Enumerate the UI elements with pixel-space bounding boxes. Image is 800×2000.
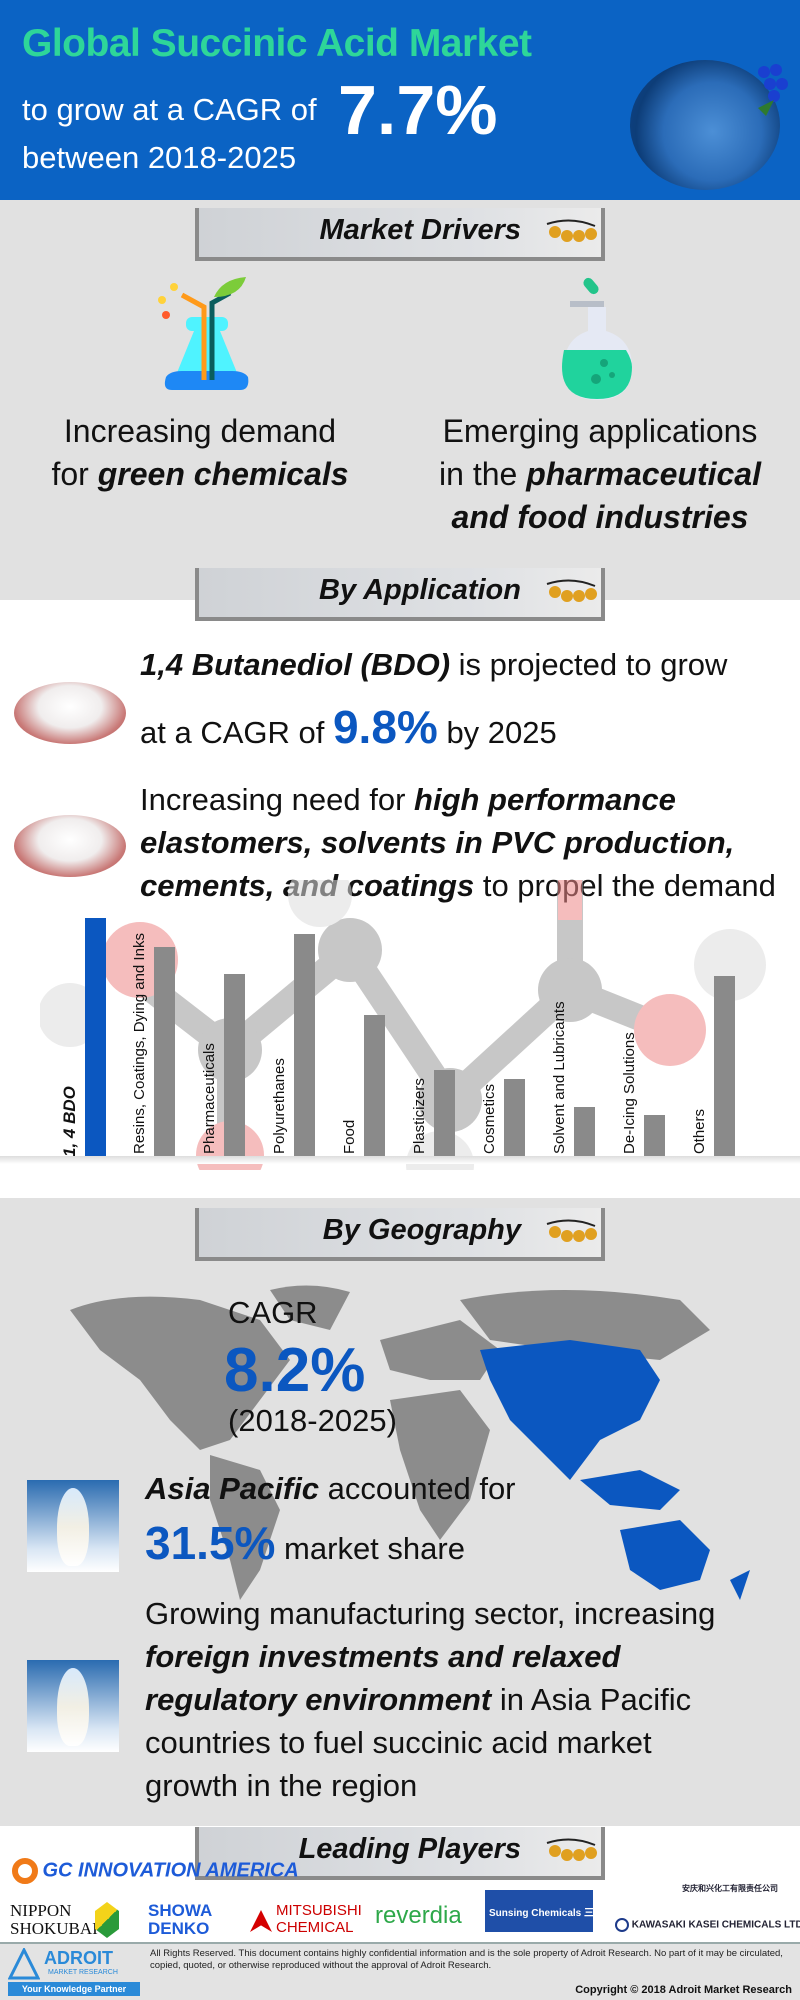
- logo-mitsubishi-chemical: MITSUBISHI CHEMICAL: [276, 1902, 362, 1936]
- geography-banner: By Geography: [195, 1208, 605, 1261]
- logo-reverdia: reverdia: [375, 1902, 462, 1929]
- footer: ADROIT MARKET RESEARCH Your Knowledge Pa…: [0, 1942, 800, 2000]
- geography-heading: By Geography: [322, 1214, 521, 1246]
- driver-text: Emerging applications: [442, 413, 758, 449]
- asia-pacific-growth-text: Growing manufacturing sector, increasing…: [145, 1596, 716, 1803]
- bar-label: Polyurethanes: [271, 1058, 288, 1154]
- application-bar-chart: 1, 4 BDO Resins, Coatings, Dying and Ink…: [0, 900, 800, 1157]
- header-banner: Global Succinic Acid Market to grow at a…: [0, 0, 800, 200]
- bar-de-icing: [644, 1115, 665, 1156]
- bdo-cagr-value: 9.8%: [332, 701, 438, 753]
- asia-pacific-share-text: Asia Pacific accounted for 31.5% market …: [145, 1471, 516, 1569]
- powder-vial-image: [27, 1660, 119, 1752]
- driver-item-pharma-food: Emerging applications in the pharmaceuti…: [420, 410, 780, 539]
- logo-kawasaki-kasei: KAWASAKI KASEI CHEMICALS LTD.: [615, 1918, 800, 1932]
- drivers-heading: Market Drivers: [319, 214, 522, 246]
- driver-item-green-chemicals: Increasing demand for green chemicals: [20, 410, 380, 496]
- mitsubishi-diamonds-icon: [250, 1910, 272, 1932]
- driver-text: and food industries: [451, 499, 749, 535]
- amber-beads-icon: [546, 1219, 597, 1242]
- driver-text: for green chemicals: [51, 456, 349, 492]
- powder-bowl-image: [630, 60, 780, 190]
- application-banner: By Application: [195, 568, 605, 621]
- bar-cosmetics: [504, 1079, 525, 1156]
- players-banner: Leading Players: [195, 1827, 605, 1880]
- adroit-logo: ADROIT MARKET RESEARCH Your Knowledge Pa…: [8, 1948, 140, 1998]
- bar-pharmaceuticals: [224, 974, 245, 1156]
- green-chemistry-flask-icon: [158, 277, 249, 390]
- powder-vial-image: [27, 1480, 119, 1572]
- powder-dish-image: [14, 682, 126, 744]
- logo-nippon-shokubai: NIPPON SHOKUBAI: [10, 1901, 98, 1938]
- chart-baseline: [0, 1156, 800, 1164]
- bar-resins: [154, 947, 175, 1156]
- tagline: Your Knowledge Partner: [8, 1982, 140, 1996]
- amber-beads-icon: [546, 579, 597, 602]
- driver-text: Increasing demand: [63, 413, 337, 449]
- amber-beads-icon: [546, 1838, 597, 1861]
- geo-cagr-label: CAGR: [228, 1295, 318, 1330]
- bar-label: Pharmaceuticals: [201, 1043, 218, 1154]
- logo-anqing-hexing: 安庆和兴化工有限责任公司: [682, 1884, 778, 1893]
- world-map-icon: [70, 1285, 750, 1600]
- bdo-cagr-text: 1,4 Butanediol (BDO) is projected to gro…: [140, 647, 728, 753]
- berries-icon: [758, 64, 788, 116]
- bar-label: Others: [691, 1108, 708, 1154]
- copyright-text: Copyright © 2018 Adroit Market Research: [575, 1984, 792, 1996]
- driver-text: in the pharmaceutical: [439, 456, 761, 492]
- page-title: Global Succinic Acid Market: [22, 22, 532, 65]
- powder-dish-image: [14, 815, 126, 877]
- cagr-value: 7.7%: [338, 71, 498, 149]
- asia-pacific-share-value: 31.5%: [145, 1517, 276, 1569]
- bar-others: [714, 976, 735, 1156]
- bar-label: Resins, Coatings, Dying and Inks: [131, 933, 148, 1154]
- disclaimer-text: All Rights Reserved. This document conta…: [150, 1948, 783, 1971]
- logo-showa-denko: SHOWA DENKO: [148, 1901, 212, 1938]
- logo-gc-innovation: GC INNOVATION AMERICA: [12, 1858, 299, 1898]
- bar-plasticizers: [434, 1070, 455, 1156]
- logo-sunsing-chemicals: Sunsing Chemicals 三信化工: [485, 1890, 593, 1932]
- bar-polyurethanes: [294, 934, 315, 1156]
- drivers-banner: Market Drivers: [195, 208, 605, 261]
- geo-cagr-value: 8.2%: [224, 1336, 366, 1405]
- drivers-section: [0, 200, 800, 600]
- bar-label: Solvent and Lubricants: [551, 1001, 568, 1154]
- cagr-prefix: to grow at a CAGR of: [22, 92, 317, 127]
- adroit-triangle-icon: [8, 1948, 40, 1980]
- geo-period: (2018-2025): [228, 1403, 397, 1438]
- application-heading: By Application: [319, 574, 521, 606]
- bar-label: Food: [341, 1119, 358, 1154]
- amber-beads-icon: [546, 219, 597, 242]
- bar-label: Cosmetics: [481, 1083, 498, 1154]
- nippon-shokubai-mark-icon: [95, 1902, 119, 1938]
- bar-label: 1, 4 BDO: [60, 1086, 79, 1157]
- players-heading: Leading Players: [298, 1833, 521, 1865]
- bar-bdo: [85, 918, 106, 1156]
- period-text: between 2018-2025: [22, 140, 297, 175]
- bar-label: De-Icing Solutions: [621, 1032, 638, 1154]
- bar-food: [364, 1015, 385, 1156]
- bar-label: Plasticizers: [411, 1078, 428, 1154]
- bar-solvent-lubricants: [574, 1107, 595, 1156]
- round-flask-icon: [562, 277, 632, 400]
